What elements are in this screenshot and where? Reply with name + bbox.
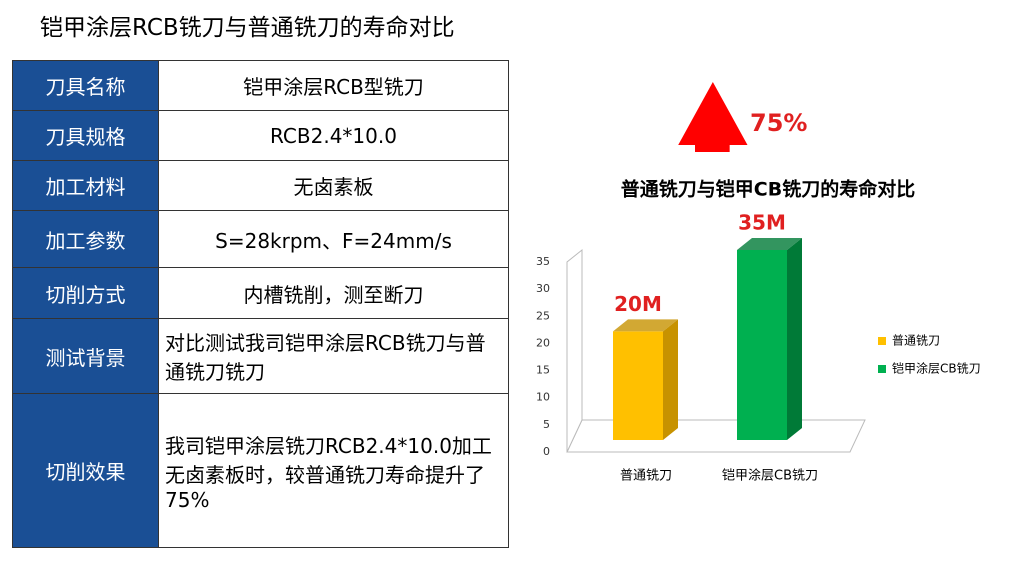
row-value: 内槽铣削，测至断刀 [158, 267, 509, 319]
row-label: 切削方式 [12, 267, 159, 319]
annotation: 75% [750, 109, 807, 137]
y-tick-label: 0 [543, 445, 550, 458]
row-label: 切削效果 [12, 393, 159, 548]
bar [737, 250, 787, 440]
table-row: 切削方式 内槽铣削，测至断刀 [12, 267, 509, 319]
data-label: 20M [614, 292, 662, 316]
y-tick-label: 15 [536, 364, 550, 377]
back-wall [566, 248, 583, 453]
bar-top [737, 238, 802, 250]
y-tick-label: 25 [536, 309, 550, 322]
table-row: 切削效果 我司铠甲涂层铣刀RCB2.4*10.0加工无卤素板时，较普通铣刀寿命提升… [12, 393, 509, 548]
row-label: 加工参数 [12, 210, 159, 268]
row-value: S=28krpm、F=24mm/s [158, 210, 509, 268]
legend-label: 铠甲涂层CB铣刀 [892, 361, 981, 376]
row-label: 刀具规格 [12, 110, 159, 161]
y-tick-label: 10 [536, 391, 550, 404]
y-tick-label: 5 [543, 418, 550, 431]
y-tick-label: 20 [536, 336, 550, 349]
bar-side [663, 319, 678, 440]
legend-swatch [878, 365, 886, 373]
row-label: 测试背景 [12, 318, 159, 394]
bar-top [613, 319, 678, 332]
chart-title: 普通铣刀与铠甲CB铣刀的寿命对比 [621, 178, 915, 201]
bar-side [787, 238, 802, 440]
y-tick-label: 30 [536, 282, 550, 295]
table-row: 加工材料 无卤素板 [12, 160, 509, 211]
row-value: 无卤素板 [158, 160, 509, 211]
row-value: 我司铠甲涂层铣刀RCB2.4*10.0加工无卤素板时，较普通铣刀寿命提升了75% [158, 393, 509, 548]
legend-swatch [878, 337, 886, 345]
bar [613, 331, 663, 440]
x-tick-label: 普通铣刀 [620, 469, 672, 484]
table-row: 加工参数 S=28krpm、F=24mm/s [12, 210, 509, 268]
x-tick-label: 铠甲涂层CB铣刀 [722, 468, 818, 484]
chart: 75% 普通铣刀与铠甲CB铣刀的寿命对比 05101520253035普通铣刀铠… [536, 82, 981, 484]
legend-label: 普通铣刀 [892, 334, 940, 348]
row-label: 刀具名称 [12, 60, 159, 111]
y-tick-label: 35 [536, 255, 550, 268]
data-label: 35M [738, 211, 786, 235]
row-value: 对比测试我司铠甲涂层RCB铣刀与普通铣刀铣刀 [158, 318, 509, 394]
table-row: 测试背景 对比测试我司铠甲涂层RCB铣刀与普通铣刀铣刀 [12, 318, 509, 394]
table-row: 刀具规格 RCB2.4*10.0 [12, 110, 509, 161]
table-row: 刀具名称 铠甲涂层RCB型铣刀 [12, 60, 509, 111]
row-value: RCB2.4*10.0 [158, 110, 509, 161]
row-label: 加工材料 [12, 160, 159, 211]
up-arrow [678, 82, 748, 152]
floor [566, 419, 866, 453]
row-value: 铠甲涂层RCB型铣刀 [158, 60, 509, 111]
spec-table: 刀具名称 铠甲涂层RCB型铣刀 刀具规格 RCB2.4*10.0 加工材料 无卤素板 加工参… [12, 60, 509, 548]
slide-title: 铠甲涂层RCB铣刀与普通铣刀的寿命对比 [40, 15, 455, 41]
